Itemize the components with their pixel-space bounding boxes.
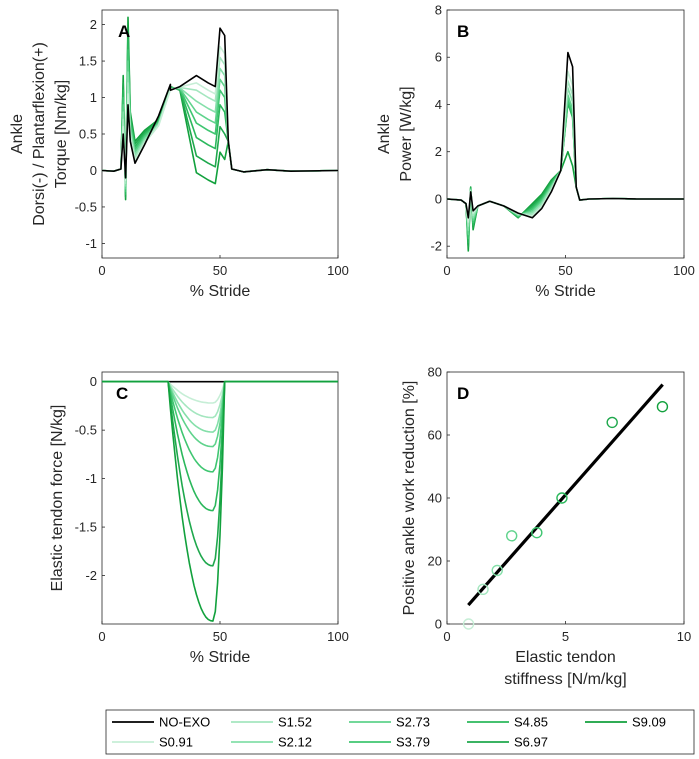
y-axis-label-a-1: Ankle [9,114,26,154]
y-tick-label: 1 [90,90,97,105]
force-line-s1.52 [102,380,338,419]
legend-label-no-exo: NO-EXO [159,715,210,730]
y-tick-label: -1 [85,236,97,251]
x-tick-label: 100 [673,263,695,278]
y-tick-label: -1.5 [75,520,97,535]
x-tick-label: 0 [98,263,105,278]
x-tick-label: 50 [558,263,572,278]
x-tick-label: 100 [327,629,349,644]
data-point-s9.09 [656,400,669,413]
y-tick-label: 0 [435,191,442,206]
y-axis-label-d: Positive ankle work reduction [%] [401,381,418,616]
x-tick-label: 0 [98,629,105,644]
y-tick-label: 0 [435,617,442,632]
y-axis-label-c: Elastic tendon force [N/kg] [49,405,66,592]
legend-label-s4.85: S4.85 [514,715,548,730]
x-tick-label: 10 [677,629,691,644]
force-line-s0.91 [102,380,338,404]
force-line-s9.09 [102,380,338,622]
y-tick-label: 80 [428,365,442,380]
y-tick-label: 0.5 [79,127,97,142]
y-axis-label-a-2: Dorsi(-) / Plantarflexion(+) [31,42,48,226]
panel-letter-c: C [116,384,128,403]
legend-label-s1.52: S1.52 [278,715,312,730]
y-tick-label: -2 [430,239,442,254]
x-axis-label-a: % Stride [190,283,251,300]
y-tick-label: 8 [435,3,442,18]
legend-box [105,709,695,755]
data-point-s6.97 [606,416,618,429]
force-line-s2.12 [102,380,338,433]
axes-box-b [446,9,685,259]
x-tick-label: 5 [562,629,569,644]
x-axis-label-c: % Stride [190,649,251,666]
panel-a-ankle-torque: 0 50 100 2 1.5 1 0.5 0 -0.5 -1 A % Stride Ankle Dorsi… [9,9,349,300]
y-tick-label: -0.5 [75,199,97,214]
legend-label-s3.79: S3.79 [396,735,430,750]
torque-line-s2.73 [101,60,339,190]
panel-letter-a: A [118,22,130,41]
torque-line-s1.52 [101,56,339,184]
x-tick-label: 50 [213,629,227,644]
y-tick-label: -0.5 [75,423,97,438]
panel-d-work-reduction: 0 5 10 80 60 40 20 0 D Elastic tendon stiffness [N… [401,365,691,689]
power-line-s9.09 [446,150,684,252]
legend-label-s2.73: S2.73 [396,715,430,730]
y-tick-label: 6 [435,50,442,65]
y-axis-label-b-2: Power [W/kg] [398,86,415,181]
y-tick-label: -2 [85,568,97,583]
panel-letter-b: B [457,22,469,41]
panel-c-tendon-force: 0 50 100 0 -0.5 -1 -1.5 -2 C % Stride Elastic tend… [49,371,349,666]
data-point-s0.91 [462,618,475,630]
force-line-s3.79 [102,380,338,473]
y-tick-label: 40 [428,491,442,506]
y-tick-label: 4 [435,97,442,112]
data-point-s2.12 [491,564,503,577]
data-point-s3.79 [531,526,543,539]
legend-label-s9.09: S9.09 [632,715,666,730]
x-axis-label-d-1: Elastic tendon [515,649,616,666]
data-point-s1.52 [477,583,489,596]
data-point-s4.85 [556,492,568,504]
force-line-s2.73 [102,380,338,448]
y-tick-label: 2 [435,144,442,159]
force-line-s6.97 [102,380,338,567]
panel-letter-d: D [457,384,469,403]
y-tick-label: 2 [90,17,97,32]
x-axis-label-b: % Stride [535,283,596,300]
legend: NO-EXO S0.91 S1.52 S2.12 S2.73 S3.79 S4.85 S6.9… [105,709,695,755]
legend-label-s2.12: S2.12 [278,735,312,750]
x-tick-label: 0 [443,629,450,644]
data-point-s2.73 [506,530,518,542]
x-tick-label: 100 [327,263,349,278]
legend-label-s0.91: S0.91 [159,735,193,750]
y-tick-label: 20 [428,554,442,569]
x-tick-label: 50 [213,263,227,278]
legend-label-s6.97: S6.97 [514,735,548,750]
force-line-s4.85 [102,380,338,512]
torque-line-s0.91 [101,45,339,182]
x-tick-label: 0 [443,263,450,278]
torque-line-no-exo [101,27,339,179]
y-tick-label: 0 [90,374,97,389]
y-axis-label-b-1: Ankle [376,114,393,154]
y-tick-label: 1.5 [79,54,97,69]
x-axis-label-d-2: stiffness [N/m/kg] [504,671,626,688]
power-line-no-exo [446,51,684,219]
y-tick-label: 0 [90,163,97,178]
y-tick-label: 60 [428,428,442,443]
y-tick-label: -1 [85,471,97,486]
y-axis-label-a-3: Torque [Nm/kg] [53,80,70,188]
axes-box-d [446,371,685,625]
